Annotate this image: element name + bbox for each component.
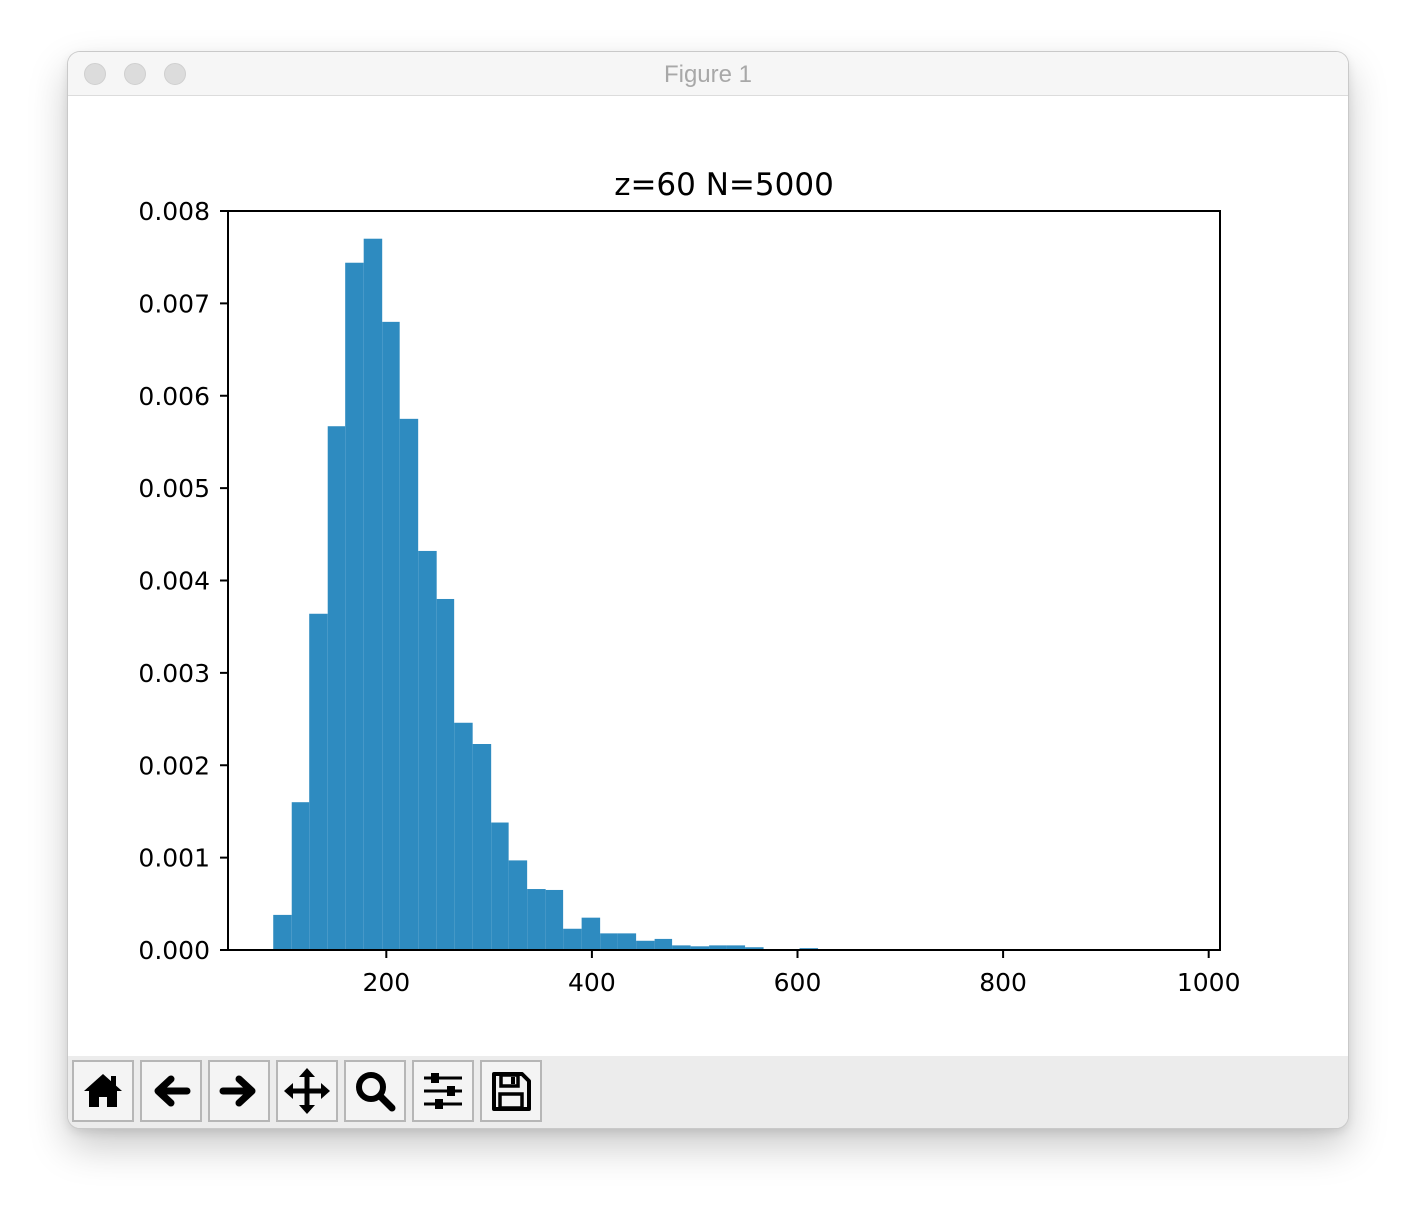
y-tick-label: 0.007: [138, 289, 210, 318]
histogram-bar: [491, 822, 509, 950]
y-tick-label: 0.005: [138, 474, 210, 503]
save-icon: [492, 1072, 531, 1111]
histogram-bar: [363, 238, 383, 950]
zoom-window-button[interactable]: [164, 63, 186, 85]
figure-window: Figure 1 z=60 N=5000 200 400 600 800 1000 0.00…: [68, 52, 1348, 1128]
x-tick-label: 600: [774, 968, 822, 997]
close-window-button[interactable]: [84, 63, 106, 85]
y-tick-label: 0.006: [138, 382, 210, 411]
histogram-bar: [508, 860, 528, 950]
histogram-bar: [273, 914, 292, 950]
configure-subplots-button[interactable]: [412, 1060, 474, 1122]
chart-title: z=60 N=5000: [614, 167, 834, 203]
histogram-bar: [636, 940, 655, 950]
y-tick-label: 0.008: [138, 197, 210, 226]
x-tick-label: 800: [979, 968, 1027, 997]
sliders-icon: [424, 1073, 462, 1109]
home-icon: [84, 1074, 122, 1107]
histogram-bar: [545, 889, 564, 950]
histogram-bar: [399, 418, 419, 950]
zoom-button[interactable]: [344, 1060, 406, 1122]
y-tick-label: 0.000: [138, 936, 210, 965]
move-icon: [284, 1068, 330, 1114]
figure-canvas[interactable]: z=60 N=5000 200 400 600 800 1000 0.000 0.001 0.0…: [68, 96, 1348, 1056]
histogram-chart: z=60 N=5000 200 400 600 800 1000 0.000 0.001 0.0…: [138, 167, 1241, 997]
window-title: Figure 1: [663, 61, 753, 88]
histogram-bar: [454, 722, 473, 950]
histogram-bar: [472, 744, 492, 950]
histogram-bar: [418, 550, 437, 950]
histogram-bar: [672, 945, 691, 950]
forward-button[interactable]: [208, 1060, 270, 1122]
histogram-bar: [690, 946, 710, 950]
x-tick-label: 200: [362, 968, 410, 997]
pan-button[interactable]: [276, 1060, 338, 1122]
save-button[interactable]: [480, 1060, 542, 1122]
title-bar: Figure 1: [68, 52, 1348, 96]
navigation-toolbar: [68, 1056, 1348, 1128]
histogram-bar: [726, 945, 746, 950]
histogram-bar: [309, 613, 328, 950]
histogram-bar: [345, 262, 364, 950]
histogram-bar: [527, 889, 546, 950]
arrow-left-icon: [154, 1075, 191, 1107]
zoom-icon: [356, 1072, 396, 1112]
home-button[interactable]: [72, 1060, 134, 1122]
histogram-bar: [436, 598, 455, 950]
histogram-bar: [563, 928, 582, 950]
histogram-bar: [581, 917, 601, 950]
y-tick-label: 0.002: [138, 751, 210, 780]
back-button[interactable]: [140, 1060, 202, 1122]
minimize-window-button[interactable]: [124, 63, 146, 85]
histogram-bar: [617, 933, 637, 950]
histogram-bar: [709, 945, 727, 950]
histogram-bar: [382, 321, 400, 951]
histogram-bar: [654, 938, 673, 950]
y-tick-label: 0.001: [138, 844, 210, 873]
x-tick-label: 1000: [1177, 968, 1241, 997]
arrow-right-icon: [219, 1075, 256, 1107]
x-tick-label: 400: [568, 968, 616, 997]
y-tick-label: 0.004: [138, 567, 210, 596]
histogram-bar: [600, 933, 618, 950]
histogram-bar: [291, 802, 310, 950]
histogram-bar: [327, 426, 346, 950]
histogram-bar: [745, 947, 764, 950]
y-tick-label: 0.003: [138, 659, 210, 688]
